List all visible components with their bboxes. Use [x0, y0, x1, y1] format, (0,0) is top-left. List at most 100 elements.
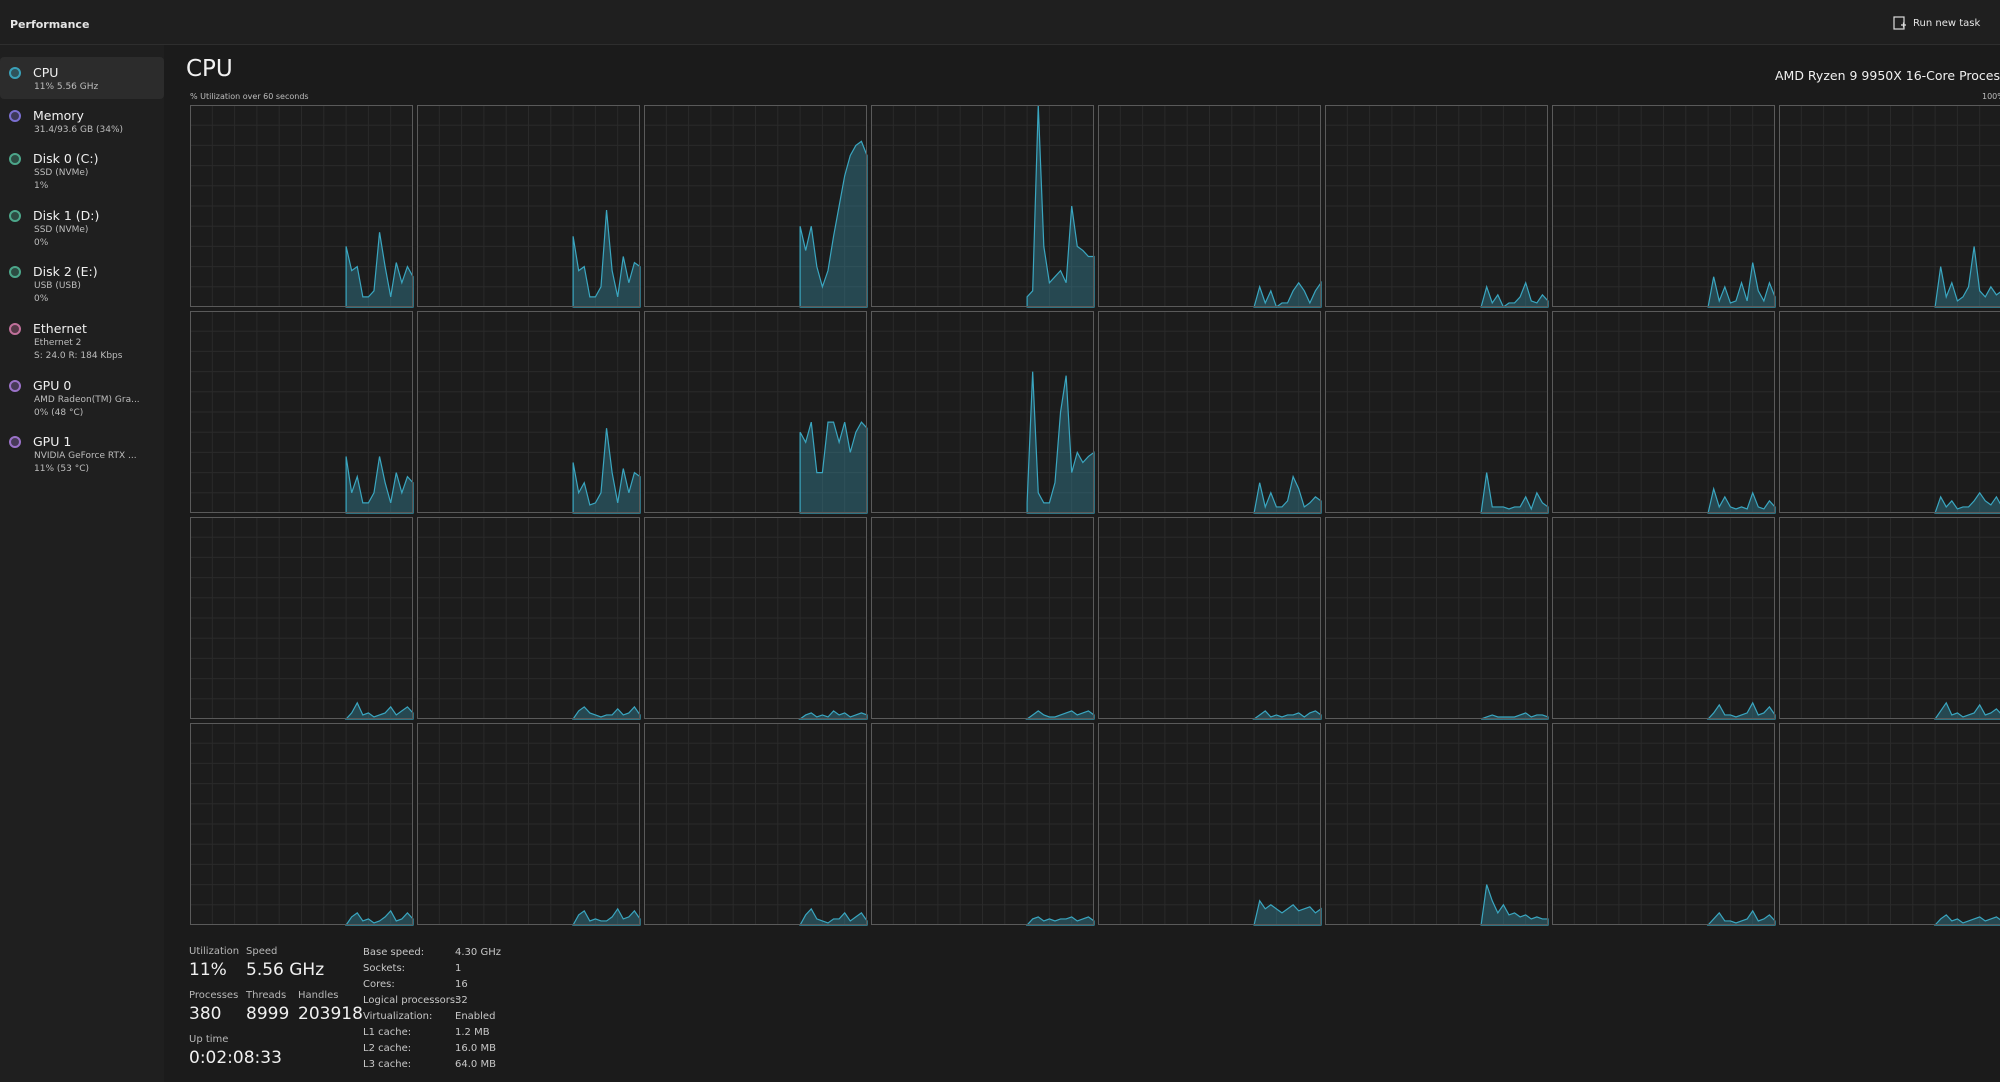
item-name[interactable]: Ethernet — [33, 321, 87, 336]
item-detail: AMD Radeon(TM) Gra... — [34, 395, 140, 405]
graph-border — [1325, 517, 1548, 719]
graph-border — [1325, 105, 1548, 307]
item-name[interactable]: GPU 0 — [33, 378, 72, 393]
graph-border — [190, 723, 413, 925]
graph-border — [1779, 723, 2000, 925]
detail-value: 4.30 GHz — [455, 947, 501, 958]
graph-border — [1552, 105, 1775, 307]
detail-label: L1 cache: — [363, 1027, 412, 1038]
item-detail: 1% — [34, 181, 49, 191]
graph-border — [1098, 105, 1321, 307]
graph-max: 100% — [1982, 92, 2000, 101]
status-dot — [9, 210, 21, 222]
status-dot — [9, 266, 21, 278]
graph-border — [1325, 311, 1548, 513]
item-name[interactable]: Disk 1 (D:) — [33, 208, 100, 223]
item-name[interactable]: Disk 2 (E:) — [33, 264, 98, 279]
stat-label: Handles — [298, 990, 339, 1001]
stat-value: 5.56 GHz — [246, 960, 325, 980]
stat-label: Utilization — [189, 946, 240, 957]
item-name[interactable]: CPU — [33, 65, 59, 80]
stat-label: Up time — [189, 1034, 229, 1045]
detail-value: 64.0 MB — [455, 1059, 496, 1070]
detail-label: Virtualization: — [363, 1011, 433, 1022]
cpu-area — [1934, 491, 2000, 514]
detail-label: Base speed: — [363, 947, 425, 958]
cpu-area — [1707, 486, 1776, 514]
detail-value: 1 — [455, 963, 462, 974]
cpu-area — [1480, 712, 1549, 720]
graph-border — [1552, 517, 1775, 719]
cpu-area — [798, 710, 868, 720]
graph-border — [190, 311, 413, 513]
graph-border — [1779, 311, 2000, 513]
detail-value: 16.0 MB — [455, 1043, 496, 1054]
graph-border — [644, 105, 867, 307]
cpu-area — [1025, 710, 1095, 720]
cpu-area — [1707, 262, 1776, 308]
main-title: CPU — [186, 56, 233, 82]
item-detail: 0% — [34, 294, 49, 304]
graph-border — [644, 311, 867, 513]
cpu-area — [1480, 472, 1549, 514]
cpu-area — [1253, 899, 1322, 926]
status-dot — [9, 110, 21, 122]
run-icon — [1893, 16, 1906, 30]
cpu-area — [572, 428, 641, 514]
graph-border — [190, 105, 413, 307]
item-name[interactable]: GPU 1 — [33, 434, 72, 449]
cpu-area — [799, 140, 868, 308]
cpu-area — [345, 456, 414, 514]
item-detail: 0% (48 °C) — [34, 408, 84, 418]
cpu-area — [1934, 246, 2000, 308]
item-detail: USB (USB) — [34, 281, 81, 291]
cpu-area — [572, 209, 641, 308]
status-dot — [9, 380, 21, 392]
cpu-area — [1253, 280, 1322, 308]
graph-border — [871, 723, 1094, 925]
detail-label: Sockets: — [363, 963, 406, 974]
detail-label: L3 cache: — [363, 1059, 412, 1070]
item-detail: S: 24.0 R: 184 Kbps — [34, 351, 123, 361]
graph-border — [417, 517, 640, 719]
graph-border — [871, 311, 1094, 513]
processor-name: AMD Ryzen 9 9950X 16-Core Processor — [1775, 68, 2000, 83]
item-detail: 0% — [34, 238, 49, 248]
item-name[interactable]: Disk 0 (C:) — [33, 151, 99, 166]
cpu-area — [1933, 701, 2000, 720]
graph-border — [1779, 105, 2000, 307]
title-bar: Performance Run new task — [0, 0, 2000, 45]
item-detail: Ethernet 2 — [34, 338, 82, 348]
graph-border — [1552, 723, 1775, 925]
graph-border — [644, 517, 867, 719]
page-title: Performance — [10, 18, 90, 31]
cpu-area — [799, 421, 868, 514]
stat-value: 8999 — [246, 1004, 290, 1024]
cpu-area — [1933, 914, 2000, 926]
cpu-area — [1252, 710, 1322, 720]
run-new-task-button[interactable]: Run new task — [1913, 18, 1981, 29]
detail-value: Enabled — [455, 1011, 496, 1022]
cpu-area — [1480, 280, 1549, 308]
status-dot — [9, 436, 21, 448]
graph-border — [871, 517, 1094, 719]
cpu-area — [1025, 916, 1095, 926]
cpu-area — [1026, 104, 1095, 308]
cpu-area — [572, 907, 641, 926]
item-name[interactable]: Memory — [33, 108, 84, 123]
graph-border — [871, 105, 1094, 307]
graph-border — [1098, 723, 1321, 925]
detail-value: 1.2 MB — [455, 1027, 490, 1038]
graph-border — [417, 723, 640, 925]
stat-value: 0:02:08:33 — [189, 1048, 282, 1068]
detail-value: 32 — [455, 995, 468, 1006]
selected-item — [0, 57, 164, 99]
cpu-area — [799, 907, 868, 926]
detail-label: Logical processors: — [363, 995, 459, 1006]
item-detail: 11% (53 °C) — [34, 464, 89, 474]
detail-label: Cores: — [363, 979, 395, 990]
cpu-area — [1706, 909, 1776, 926]
stat-value: 11% — [189, 960, 227, 980]
